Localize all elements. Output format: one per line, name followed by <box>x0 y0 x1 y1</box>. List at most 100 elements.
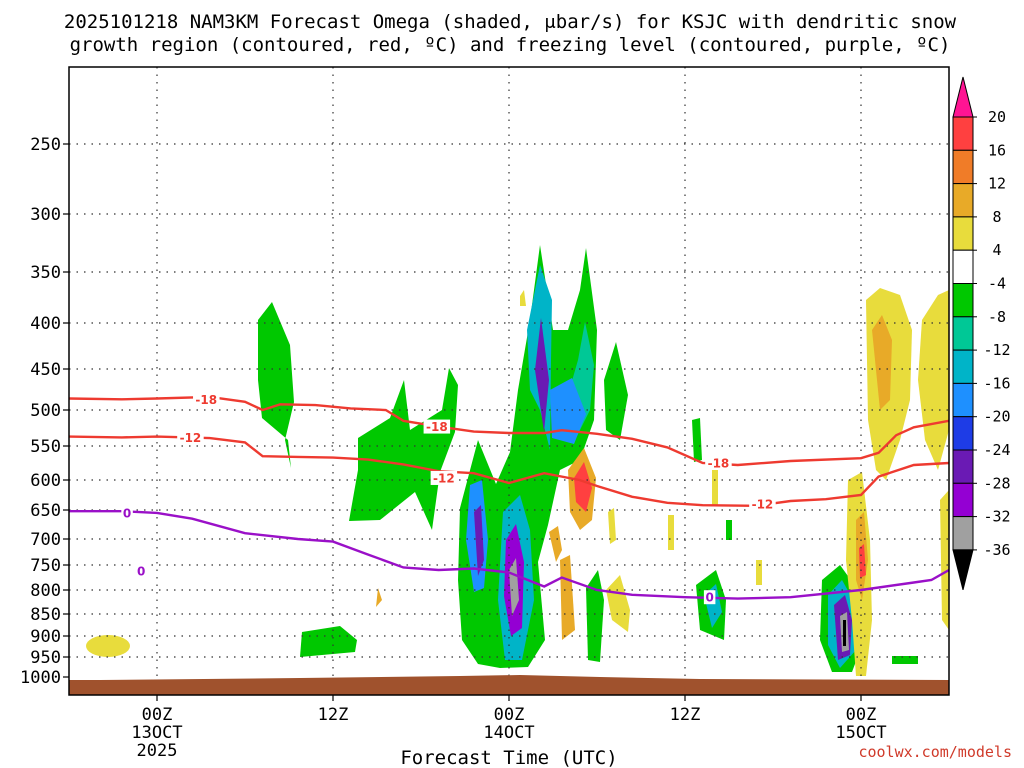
contour-minus18-label: -18 <box>426 420 448 434</box>
contour-minus12-label: -12 <box>433 471 455 485</box>
chart-title-line2: growth region (contoured, red, ºC) and f… <box>70 34 951 56</box>
colorbar-box <box>952 382 974 418</box>
y-axis: 2503003504004505005506006507007508008509… <box>20 135 69 688</box>
y-tick-label: 700 <box>30 530 61 550</box>
shade-blob <box>843 620 846 646</box>
y-tick-label: 500 <box>30 401 61 421</box>
shade-blob <box>892 656 918 664</box>
contour-minus12-line <box>69 435 949 508</box>
freezing-level-label-bg <box>135 564 147 578</box>
shade-blob <box>756 560 762 585</box>
x-tick-label: 00Z <box>142 705 173 725</box>
colorbar-box <box>952 149 974 185</box>
contour-minus12-label-bg <box>430 470 458 485</box>
contours: -18 -18 -18 -12 -12 -12 0 0 0 <box>69 392 949 605</box>
contour-minus18-label-bg <box>705 456 732 470</box>
contour-minus18-label-bg <box>423 419 451 434</box>
contour-minus18-label-bg <box>193 392 220 407</box>
colorbar-box <box>952 249 974 284</box>
contour-minus12-label: -12 <box>752 498 774 512</box>
shade-blob <box>535 318 549 432</box>
colorbar-tick-label: -24 <box>983 441 1010 459</box>
colorbar-tick-label: 12 <box>988 175 1006 193</box>
freezing-level-label: 0 <box>123 506 131 520</box>
x-tick-year: 2025 <box>137 741 178 761</box>
contour-minus12-label-bg <box>177 430 204 445</box>
x-tick-label: 00Z <box>846 705 877 725</box>
y-tick-label: 950 <box>30 648 61 668</box>
y-tick-label: 750 <box>30 556 61 576</box>
shade-blob <box>474 505 484 576</box>
colorbar-tick-label: 4 <box>992 241 1001 259</box>
shade-blob <box>550 378 586 444</box>
contour-minus12-label-bg <box>749 497 776 511</box>
y-tick-label: 350 <box>30 263 61 283</box>
colorbar-tick-label: -8 <box>988 308 1006 326</box>
chart-title-line1: 2025101218 NAM3KM Forecast Omega (shaded… <box>64 11 957 33</box>
colorbar-box <box>952 416 974 451</box>
shade-blob <box>376 588 382 607</box>
x-axis-label: Forecast Time (UTC) <box>400 747 617 768</box>
colorbar-box <box>952 316 974 351</box>
credit-text: coolwx.com/models <box>858 743 1012 761</box>
colorbar: 20 16 12 8 4 -4 -8 -12 -16 -20 -24 -28 -32 -36 <box>952 76 1011 591</box>
shade-blob <box>560 555 575 640</box>
shade-blob <box>258 302 294 468</box>
y-tick-label: 800 <box>30 581 61 601</box>
x-tick-label: 12Z <box>318 705 349 725</box>
x-tick-date: 15OCT <box>835 723 886 743</box>
x-tick-label: 12Z <box>670 705 701 725</box>
y-tick-label: 850 <box>30 605 61 625</box>
colorbar-box <box>952 216 974 251</box>
contour-minus12-label: -12 <box>180 431 202 445</box>
shade-blob <box>726 520 732 540</box>
y-tick-label: 550 <box>30 437 61 457</box>
contour-minus18-line <box>69 395 949 467</box>
y-tick-label: 600 <box>30 471 61 491</box>
colorbar-box <box>952 183 974 218</box>
freezing-level-line <box>69 510 949 600</box>
shade-blob <box>604 342 628 440</box>
freezing-level-label: 0 <box>705 591 713 605</box>
colorbar-box <box>952 482 974 518</box>
x-tick-date: 13OCT <box>131 723 182 743</box>
contour-minus18-label: -18 <box>708 457 730 471</box>
colorbar-tick-label: -16 <box>983 374 1010 392</box>
y-tick-label: 250 <box>30 135 61 155</box>
shade-blob <box>586 570 604 662</box>
shade-blob <box>520 290 526 306</box>
colorbar-tick-label: 8 <box>992 208 1001 226</box>
shade-blob <box>668 515 674 550</box>
shade-blob <box>608 508 616 544</box>
contour-minus18-label: -18 <box>195 393 217 407</box>
y-tick-label: 400 <box>30 314 61 334</box>
colorbar-tick-label: -20 <box>983 408 1010 426</box>
y-tick-label: 900 <box>30 627 61 647</box>
shade-blob <box>872 315 892 410</box>
y-tick-label: 650 <box>30 501 61 521</box>
y-tick-label: 450 <box>30 360 61 380</box>
x-tick-label: 00Z <box>494 705 525 725</box>
shade-blob <box>300 626 357 657</box>
colorbar-box <box>952 283 974 318</box>
colorbar-tick-label: -32 <box>983 508 1010 526</box>
y-tick-label: 300 <box>30 205 61 225</box>
shade-blob <box>458 245 597 668</box>
colorbar-box <box>952 449 974 484</box>
shade-blob <box>940 490 949 630</box>
colorbar-tick-label: -4 <box>988 275 1006 293</box>
shade-blob <box>606 575 630 632</box>
shade-blob <box>574 462 592 512</box>
x-tick-date: 14OCT <box>483 723 534 743</box>
freezing-level-label: 0 <box>137 565 145 579</box>
freezing-level-label-bg <box>121 505 133 520</box>
colorbar-tick-label: 20 <box>988 108 1006 126</box>
colorbar-box <box>952 516 974 551</box>
colorbar-tick-label: -12 <box>983 341 1010 359</box>
shade-blob <box>712 470 718 505</box>
shade-blob <box>692 418 702 462</box>
colorbar-bottom-arrow <box>952 549 974 591</box>
colorbar-tick-label: -36 <box>983 541 1010 559</box>
